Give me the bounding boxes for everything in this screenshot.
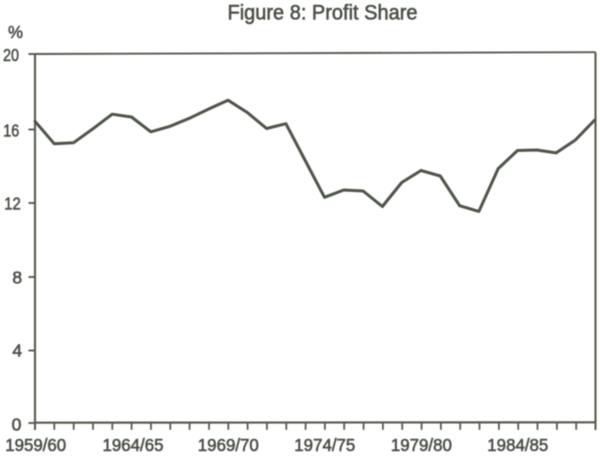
svg-text:1969/70: 1969/70 — [198, 435, 259, 455]
svg-text:20: 20 — [3, 45, 19, 65]
svg-text:1964/65: 1964/65 — [103, 435, 164, 455]
svg-text:%: % — [8, 22, 23, 42]
svg-text:1979/80: 1979/80 — [391, 435, 452, 455]
svg-text:16: 16 — [3, 120, 19, 140]
svg-text:12: 12 — [4, 193, 21, 213]
svg-text:Figure 8: Profit Share: Figure 8: Profit Share — [228, 0, 418, 24]
svg-text:1974/75: 1974/75 — [294, 435, 355, 455]
svg-text:1984/85: 1984/85 — [487, 435, 548, 455]
svg-text:8: 8 — [12, 268, 22, 288]
svg-text:0: 0 — [12, 415, 22, 435]
svg-text:4: 4 — [12, 341, 22, 361]
svg-text:1959/60: 1959/60 — [5, 435, 66, 455]
